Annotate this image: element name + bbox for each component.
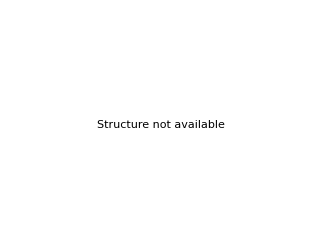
- Text: Structure not available: Structure not available: [97, 120, 224, 130]
